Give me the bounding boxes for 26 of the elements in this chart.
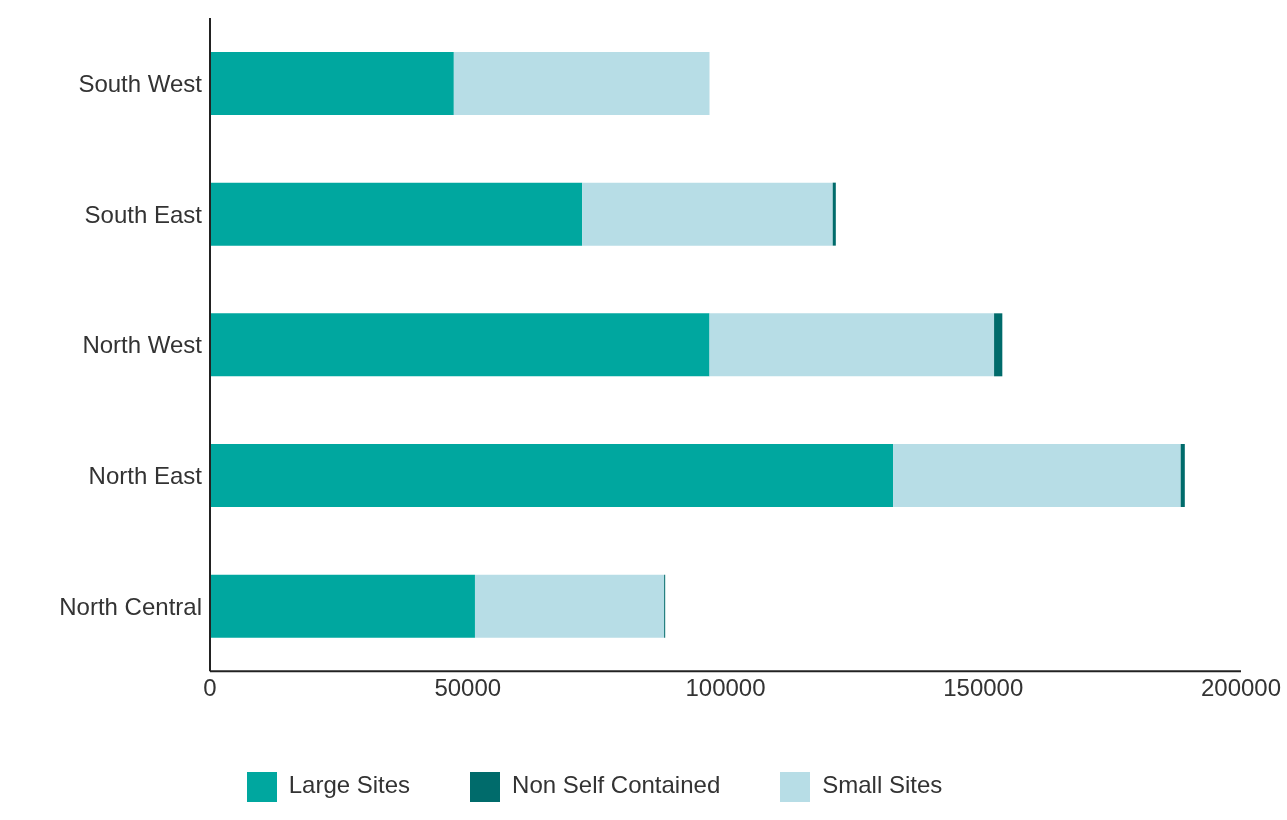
bar bbox=[210, 574, 475, 638]
legend-label: Large Sites bbox=[288, 771, 411, 799]
y-tick-label: North Central bbox=[59, 592, 202, 620]
bar bbox=[210, 182, 583, 246]
y-tick-label: North East bbox=[88, 461, 203, 489]
x-tick-label: 0 bbox=[203, 674, 217, 702]
y-tick-label: South West bbox=[78, 69, 203, 97]
bar bbox=[709, 313, 995, 377]
bar bbox=[994, 313, 1003, 377]
bar bbox=[582, 182, 833, 246]
bar bbox=[893, 443, 1181, 507]
bar bbox=[210, 51, 454, 115]
x-tick-label: 150000 bbox=[943, 674, 1024, 702]
bar bbox=[474, 574, 665, 638]
y-tick-label: South East bbox=[84, 200, 203, 228]
bar bbox=[453, 51, 710, 115]
x-tick-label: 100000 bbox=[685, 674, 766, 702]
legend-label: Small Sites bbox=[822, 771, 943, 799]
bar bbox=[210, 313, 710, 377]
x-tick-label: 200000 bbox=[1200, 674, 1282, 702]
bar bbox=[832, 182, 836, 246]
legend-label: Non Self Contained bbox=[512, 771, 721, 799]
x-tick-label: 50000 bbox=[434, 674, 502, 702]
bar bbox=[1180, 443, 1185, 507]
bar bbox=[210, 443, 894, 507]
y-tick-label: North West bbox=[82, 331, 203, 359]
